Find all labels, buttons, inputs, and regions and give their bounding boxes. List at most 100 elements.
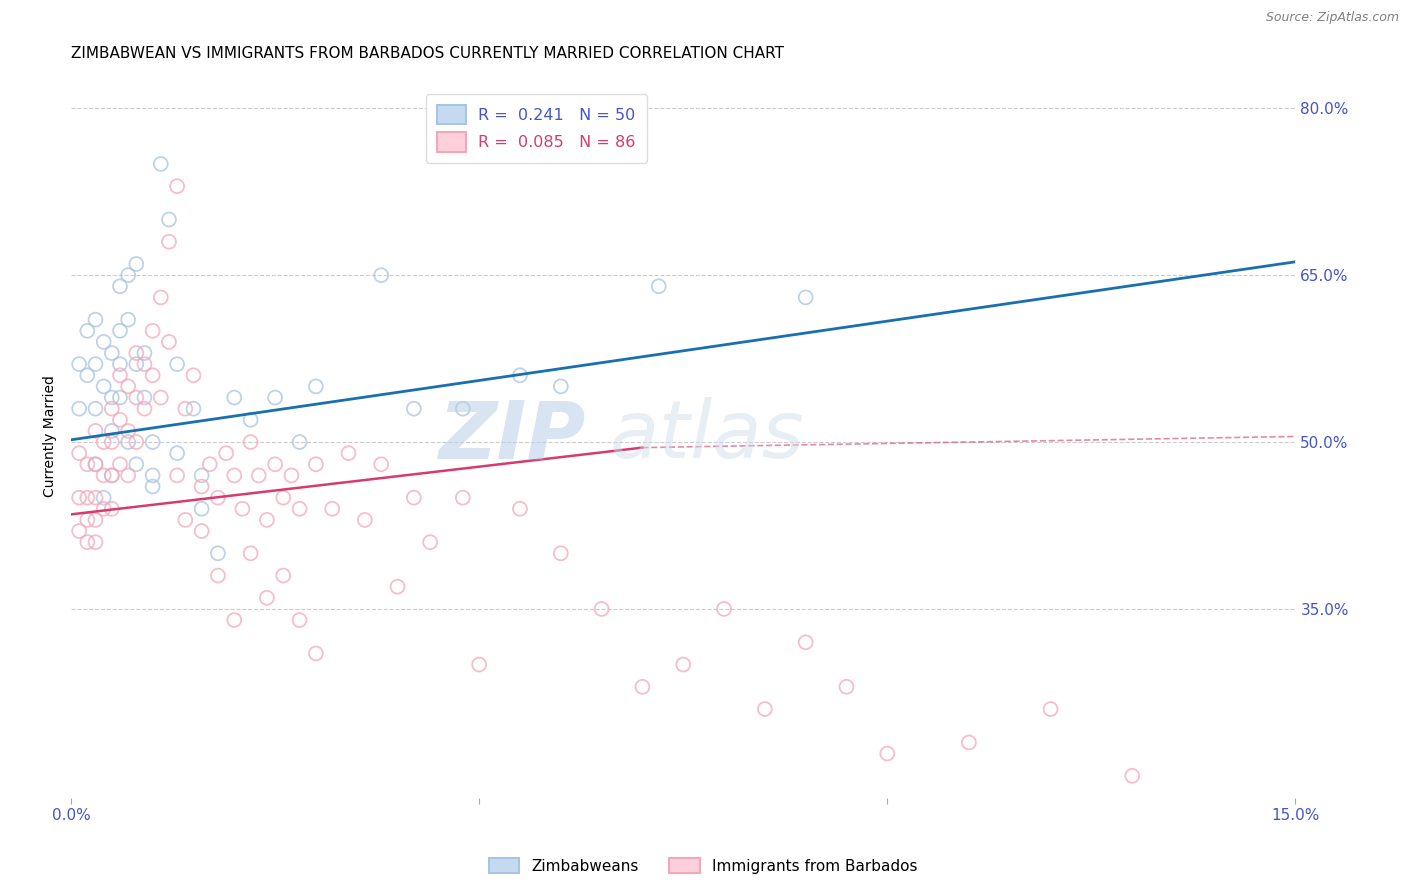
Point: [256, 513, 278, 527]
Point: [305, 647, 328, 661]
Text: atlas: atlas: [610, 398, 804, 475]
Point: [142, 435, 165, 450]
Point: [402, 491, 425, 505]
Point: [271, 491, 294, 505]
Point: [305, 379, 328, 393]
Point: [149, 391, 172, 405]
Point: [288, 501, 311, 516]
Point: [648, 279, 671, 293]
Point: [101, 424, 124, 438]
Point: [174, 401, 197, 416]
Point: [93, 468, 115, 483]
Point: [142, 368, 165, 383]
Point: [117, 468, 139, 483]
Point: [125, 357, 148, 371]
Point: [166, 446, 188, 460]
Point: [142, 468, 165, 483]
Point: [239, 435, 262, 450]
Point: [101, 346, 124, 360]
Point: [207, 568, 229, 582]
Point: [256, 591, 278, 605]
Point: [117, 268, 139, 282]
Point: [183, 368, 205, 383]
Point: [198, 458, 221, 472]
Point: [67, 491, 90, 505]
Point: [125, 257, 148, 271]
Point: [166, 468, 188, 483]
Point: [591, 602, 613, 616]
Point: [631, 680, 654, 694]
Point: [125, 435, 148, 450]
Point: [84, 312, 107, 326]
Point: [84, 424, 107, 438]
Point: [239, 546, 262, 560]
Point: [142, 324, 165, 338]
Point: [108, 391, 131, 405]
Point: [157, 235, 180, 249]
Point: [550, 379, 572, 393]
Point: [84, 357, 107, 371]
Point: [84, 491, 107, 505]
Point: [157, 212, 180, 227]
Point: [451, 401, 474, 416]
Point: [76, 491, 98, 505]
Point: [101, 435, 124, 450]
Point: [67, 401, 90, 416]
Legend: R =  0.241   N = 50, R =  0.085   N = 86: R = 0.241 N = 50, R = 0.085 N = 86: [426, 94, 647, 163]
Point: [713, 602, 735, 616]
Point: [224, 468, 246, 483]
Point: [288, 435, 311, 450]
Point: [207, 491, 229, 505]
Text: ZIMBABWEAN VS IMMIGRANTS FROM BARBADOS CURRENTLY MARRIED CORRELATION CHART: ZIMBABWEAN VS IMMIGRANTS FROM BARBADOS C…: [72, 46, 785, 62]
Point: [108, 458, 131, 472]
Point: [337, 446, 360, 460]
Point: [754, 702, 776, 716]
Point: [117, 424, 139, 438]
Point: [402, 401, 425, 416]
Point: [876, 747, 898, 761]
Point: [509, 501, 531, 516]
Point: [134, 346, 156, 360]
Point: [183, 401, 205, 416]
Point: [93, 379, 115, 393]
Point: [108, 368, 131, 383]
Point: [509, 368, 531, 383]
Point: [305, 458, 328, 472]
Point: [76, 513, 98, 527]
Point: [190, 468, 212, 483]
Point: [672, 657, 695, 672]
Point: [370, 268, 392, 282]
Point: [190, 524, 212, 538]
Y-axis label: Currently Married: Currently Married: [44, 376, 58, 498]
Point: [134, 391, 156, 405]
Point: [190, 501, 212, 516]
Point: [288, 613, 311, 627]
Point: [370, 458, 392, 472]
Point: [142, 479, 165, 493]
Point: [76, 458, 98, 472]
Point: [108, 324, 131, 338]
Point: [108, 413, 131, 427]
Point: [84, 535, 107, 549]
Point: [166, 179, 188, 194]
Text: ZIP: ZIP: [437, 398, 585, 475]
Point: [93, 501, 115, 516]
Point: [134, 401, 156, 416]
Point: [76, 368, 98, 383]
Point: [84, 458, 107, 472]
Point: [231, 501, 253, 516]
Point: [84, 458, 107, 472]
Point: [207, 546, 229, 560]
Point: [190, 479, 212, 493]
Point: [117, 312, 139, 326]
Point: [794, 290, 817, 304]
Point: [451, 491, 474, 505]
Point: [67, 446, 90, 460]
Point: [174, 513, 197, 527]
Point: [321, 501, 343, 516]
Point: [1039, 702, 1062, 716]
Point: [149, 290, 172, 304]
Point: [468, 657, 491, 672]
Point: [84, 401, 107, 416]
Point: [108, 279, 131, 293]
